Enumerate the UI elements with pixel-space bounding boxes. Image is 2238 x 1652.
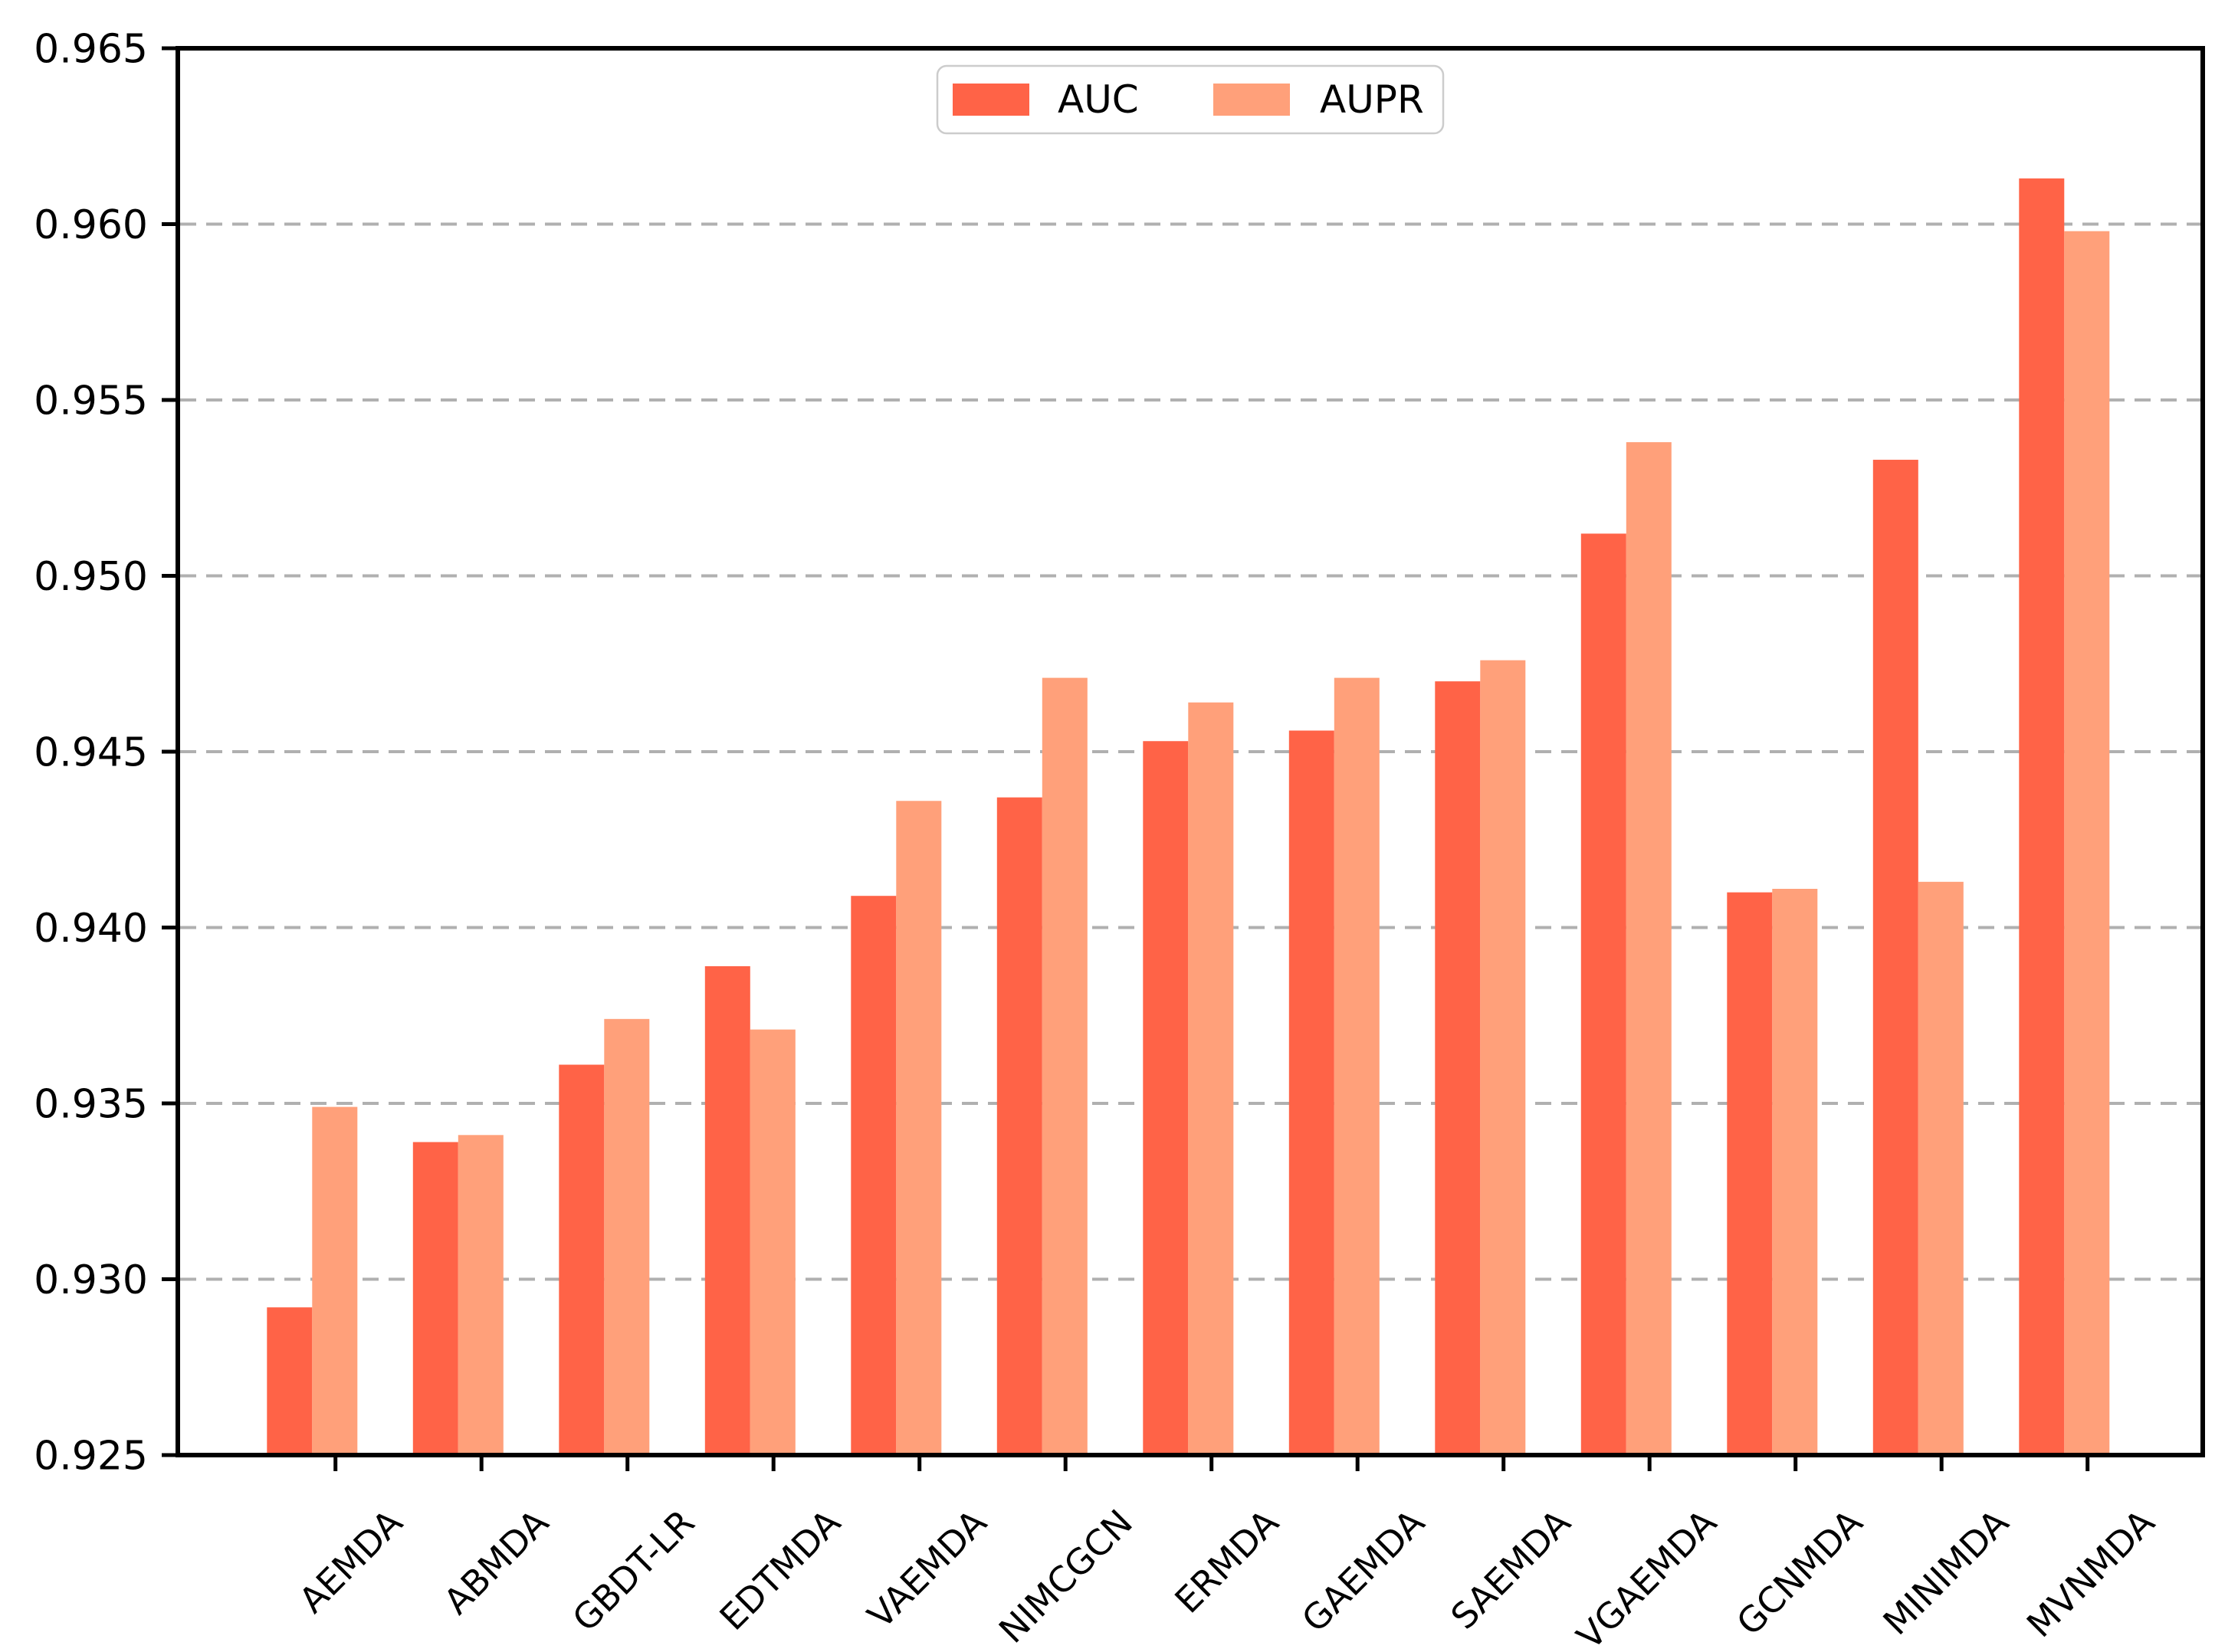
bar-aupr-vgaemda — [1626, 442, 1672, 1455]
bar-auc-edtmda — [704, 965, 750, 1455]
bar-auc-gaemda — [1288, 730, 1334, 1455]
bar-auc-ermda — [1143, 741, 1189, 1455]
y-tick-label: 0.960 — [34, 202, 148, 248]
bar-auc-gbdt-lr — [559, 1064, 605, 1455]
bar-aupr-gaemda — [1334, 677, 1380, 1455]
bar-auc-minimda — [1872, 460, 1918, 1455]
bar-aupr-saemda — [1480, 660, 1526, 1456]
bar-auc-abmda — [412, 1142, 458, 1455]
y-tick-label: 0.935 — [34, 1082, 148, 1128]
y-tick-label: 0.940 — [34, 906, 148, 952]
bar-aupr-gcnmda — [1772, 889, 1818, 1455]
bar-auc-gcnmda — [1727, 892, 1773, 1455]
legend-label-aupr: AUPR — [1320, 77, 1424, 122]
bar-aupr-vaemda — [896, 801, 942, 1455]
bar-aupr-nimcgcn — [1042, 677, 1088, 1455]
bar-aupr-minimda — [1918, 881, 1964, 1455]
y-tick-label: 0.945 — [34, 730, 148, 776]
bar-auc-vgaemda — [1580, 533, 1626, 1456]
legend-swatch-auc — [953, 84, 1029, 116]
y-tick-label: 0.965 — [34, 27, 148, 73]
bar-aupr-mvnmda — [2064, 231, 2110, 1456]
bar-aupr-ermda — [1188, 702, 1234, 1455]
bar-auc-mvnmda — [2019, 178, 2065, 1456]
bar-auc-aemda — [267, 1307, 313, 1455]
legend-box — [936, 64, 1445, 135]
legend-swatch-aupr — [1213, 84, 1290, 116]
legend-label-auc: AUC — [1058, 77, 1139, 122]
bar-auc-saemda — [1435, 681, 1481, 1455]
y-tick-label: 0.925 — [34, 1434, 148, 1480]
bar-aupr-abmda — [458, 1135, 504, 1455]
bar-aupr-edtmda — [750, 1029, 796, 1455]
y-tick-label: 0.950 — [34, 554, 148, 600]
bar-auc-nimcgcn — [996, 797, 1042, 1455]
y-tick-label: 0.955 — [34, 379, 148, 424]
bar-auc-vaemda — [851, 896, 897, 1455]
bar-aupr-gbdt-lr — [604, 1018, 650, 1455]
y-tick-label: 0.930 — [34, 1257, 148, 1303]
bar-aupr-aemda — [312, 1106, 358, 1455]
